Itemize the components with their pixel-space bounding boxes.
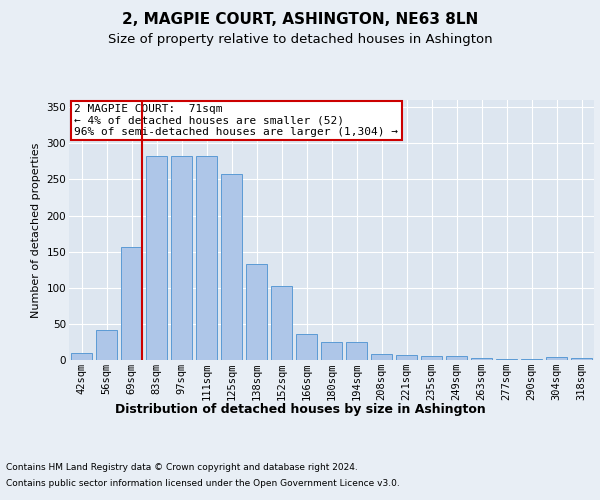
Bar: [471, 358, 492, 360]
Bar: [346, 342, 367, 360]
Bar: [296, 334, 317, 360]
Bar: [321, 342, 342, 360]
Bar: [371, 354, 392, 360]
Bar: [221, 174, 242, 360]
Bar: [196, 156, 217, 360]
Bar: [146, 156, 167, 360]
Text: Contains HM Land Registry data © Crown copyright and database right 2024.: Contains HM Land Registry data © Crown c…: [6, 462, 358, 471]
Bar: [396, 355, 417, 360]
Bar: [246, 264, 267, 360]
Y-axis label: Number of detached properties: Number of detached properties: [31, 142, 41, 318]
Bar: [71, 353, 92, 360]
Text: 2 MAGPIE COURT:  71sqm
← 4% of detached houses are smaller (52)
96% of semi-deta: 2 MAGPIE COURT: 71sqm ← 4% of detached h…: [74, 104, 398, 137]
Bar: [571, 358, 592, 360]
Text: Distribution of detached houses by size in Ashington: Distribution of detached houses by size …: [115, 402, 485, 415]
Bar: [271, 286, 292, 360]
Bar: [546, 357, 567, 360]
Text: Contains public sector information licensed under the Open Government Licence v3: Contains public sector information licen…: [6, 479, 400, 488]
Bar: [121, 246, 142, 360]
Bar: [446, 356, 467, 360]
Bar: [496, 358, 517, 360]
Bar: [96, 330, 117, 360]
Bar: [171, 156, 192, 360]
Text: Size of property relative to detached houses in Ashington: Size of property relative to detached ho…: [107, 32, 493, 46]
Text: 2, MAGPIE COURT, ASHINGTON, NE63 8LN: 2, MAGPIE COURT, ASHINGTON, NE63 8LN: [122, 12, 478, 28]
Bar: [421, 356, 442, 360]
